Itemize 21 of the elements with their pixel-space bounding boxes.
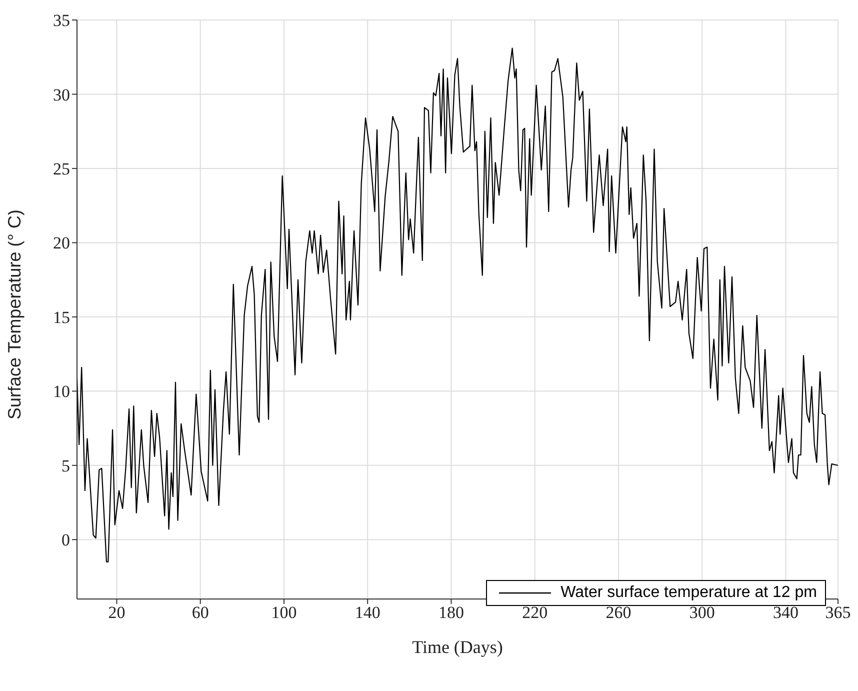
line-series: [77, 48, 838, 562]
x-tick-label: 220: [522, 603, 548, 622]
y-tick-label: 0: [62, 530, 70, 550]
y-tick-label: 35: [53, 11, 70, 30]
x-tick-label: 20: [108, 603, 126, 622]
x-tick-label: 365: [825, 603, 851, 622]
y-tick-label: 15: [53, 308, 70, 327]
y-tick-label: 30: [53, 85, 70, 104]
y-tick-label: 25: [53, 159, 70, 178]
x-tick-label: 100: [271, 603, 297, 622]
x-tick-label: 140: [354, 603, 380, 622]
x-tick-label: 60: [192, 603, 209, 622]
x-tick-label: 340: [772, 603, 798, 622]
x-tick-label: 180: [438, 603, 464, 622]
x-tick-label: 260: [606, 603, 632, 622]
y-tick-label: 10: [53, 382, 70, 402]
y-tick-label: 20: [53, 234, 70, 253]
legend-label: Water surface temperature at 12 pm: [560, 584, 817, 602]
y-tick-label: 5: [62, 456, 70, 476]
x-axis-title: Time (Days): [412, 637, 503, 657]
x-tick-label: 300: [689, 603, 715, 622]
